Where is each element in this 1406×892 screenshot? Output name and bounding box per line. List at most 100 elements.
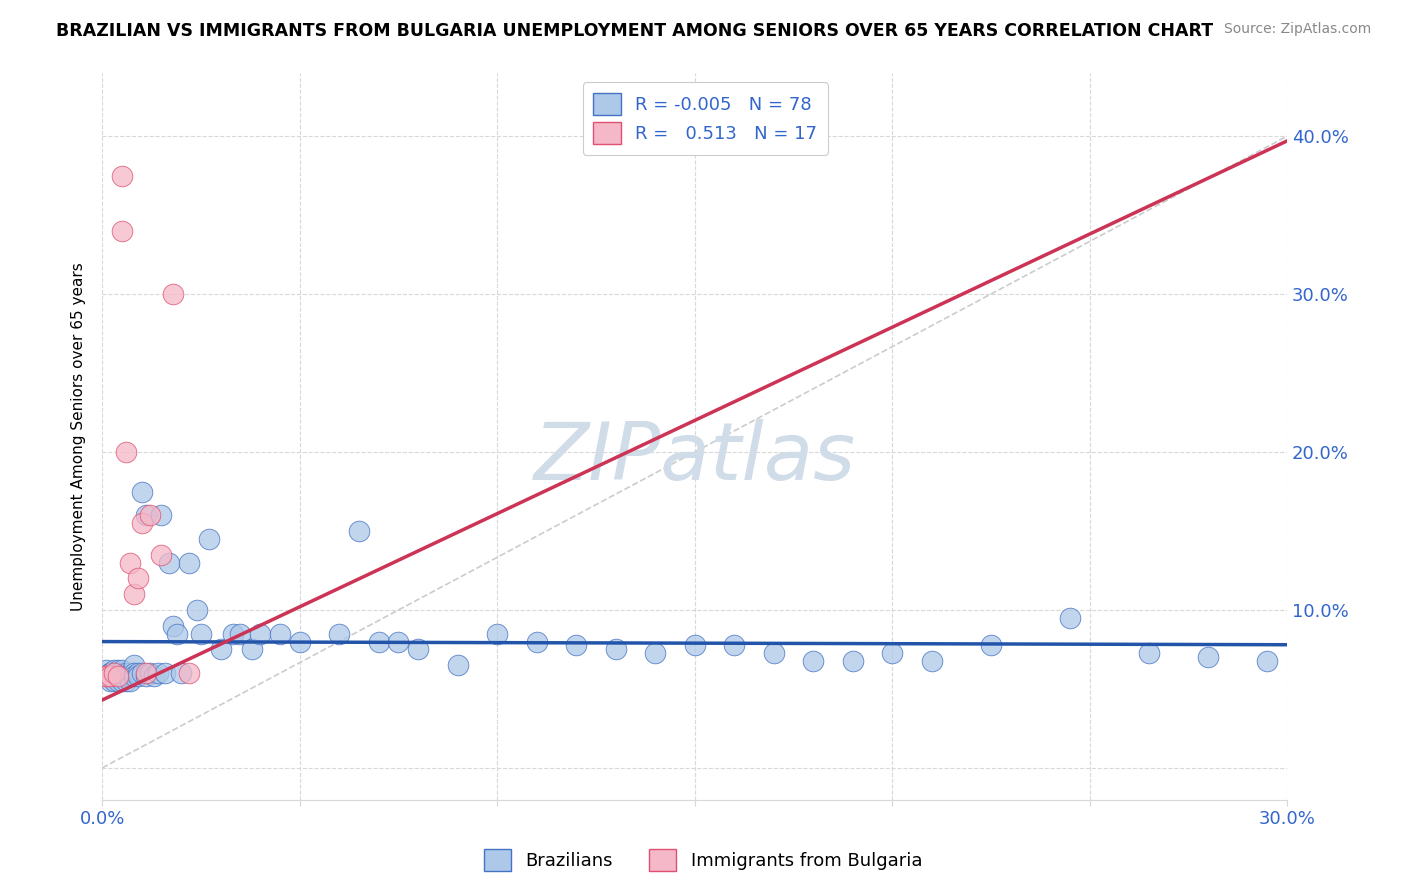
Point	[170, 666, 193, 681]
Point	[882, 646, 904, 660]
Point	[103, 666, 125, 681]
Point	[122, 666, 145, 681]
Point	[103, 669, 125, 683]
Point	[190, 626, 212, 640]
Point	[150, 508, 173, 523]
Point	[1137, 646, 1160, 660]
Point	[118, 669, 141, 683]
Point	[142, 669, 165, 683]
Point	[98, 666, 121, 681]
Point	[127, 571, 149, 585]
Point	[103, 666, 125, 681]
Point	[186, 603, 208, 617]
Y-axis label: Unemployment Among Seniors over 65 years: Unemployment Among Seniors over 65 years	[72, 262, 86, 611]
Point	[240, 642, 263, 657]
Point	[135, 666, 157, 681]
Point	[155, 666, 177, 681]
Point	[367, 634, 389, 648]
Point	[801, 654, 824, 668]
Point	[118, 674, 141, 689]
Point	[138, 508, 160, 523]
Point	[150, 548, 173, 562]
Point	[288, 634, 311, 648]
Point	[1256, 654, 1278, 668]
Point	[565, 638, 588, 652]
Point	[107, 674, 129, 689]
Legend: R = -0.005   N = 78, R =   0.513   N = 17: R = -0.005 N = 78, R = 0.513 N = 17	[582, 82, 828, 155]
Point	[122, 587, 145, 601]
Point	[96, 663, 118, 677]
Point	[157, 556, 180, 570]
Point	[1197, 650, 1219, 665]
Point	[107, 666, 129, 681]
Point	[127, 666, 149, 681]
Point	[162, 287, 184, 301]
Point	[723, 638, 745, 652]
Text: Source: ZipAtlas.com: Source: ZipAtlas.com	[1223, 22, 1371, 37]
Point	[177, 666, 200, 681]
Point	[111, 674, 134, 689]
Point	[644, 646, 666, 660]
Point	[127, 669, 149, 683]
Point	[177, 556, 200, 570]
Point	[111, 669, 134, 683]
Point	[162, 619, 184, 633]
Point	[122, 669, 145, 683]
Point	[135, 669, 157, 683]
Point	[98, 666, 121, 681]
Point	[111, 224, 134, 238]
Point	[1059, 611, 1081, 625]
Point	[107, 669, 129, 683]
Point	[486, 626, 509, 640]
Point	[118, 556, 141, 570]
Point	[229, 626, 252, 640]
Point	[221, 626, 243, 640]
Point	[96, 669, 118, 683]
Point	[115, 445, 138, 459]
Point	[526, 634, 548, 648]
Point	[209, 642, 232, 657]
Point	[111, 666, 134, 681]
Legend: Brazilians, Immigrants from Bulgaria: Brazilians, Immigrants from Bulgaria	[477, 842, 929, 879]
Point	[131, 516, 153, 530]
Point	[166, 626, 188, 640]
Point	[387, 634, 409, 648]
Point	[841, 654, 863, 668]
Point	[406, 642, 429, 657]
Point	[118, 666, 141, 681]
Point	[198, 532, 221, 546]
Point	[103, 663, 125, 677]
Point	[269, 626, 291, 640]
Point	[131, 484, 153, 499]
Point	[921, 654, 943, 668]
Point	[96, 669, 118, 683]
Point	[980, 638, 1002, 652]
Point	[107, 669, 129, 683]
Point	[683, 638, 706, 652]
Point	[762, 646, 785, 660]
Point	[98, 674, 121, 689]
Point	[103, 674, 125, 689]
Point	[131, 666, 153, 681]
Text: BRAZILIAN VS IMMIGRANTS FROM BULGARIA UNEMPLOYMENT AMONG SENIORS OVER 65 YEARS C: BRAZILIAN VS IMMIGRANTS FROM BULGARIA UN…	[56, 22, 1213, 40]
Point	[103, 669, 125, 683]
Point	[111, 669, 134, 683]
Text: ZIPatlas: ZIPatlas	[534, 419, 856, 497]
Point	[115, 669, 138, 683]
Point	[249, 626, 271, 640]
Point	[111, 663, 134, 677]
Point	[347, 524, 370, 538]
Point	[111, 169, 134, 183]
Point	[447, 658, 470, 673]
Point	[605, 642, 627, 657]
Point	[107, 663, 129, 677]
Point	[146, 666, 169, 681]
Point	[98, 669, 121, 683]
Point	[328, 626, 350, 640]
Point	[135, 508, 157, 523]
Point	[122, 658, 145, 673]
Point	[98, 669, 121, 683]
Point	[96, 669, 118, 683]
Point	[115, 666, 138, 681]
Point	[115, 674, 138, 689]
